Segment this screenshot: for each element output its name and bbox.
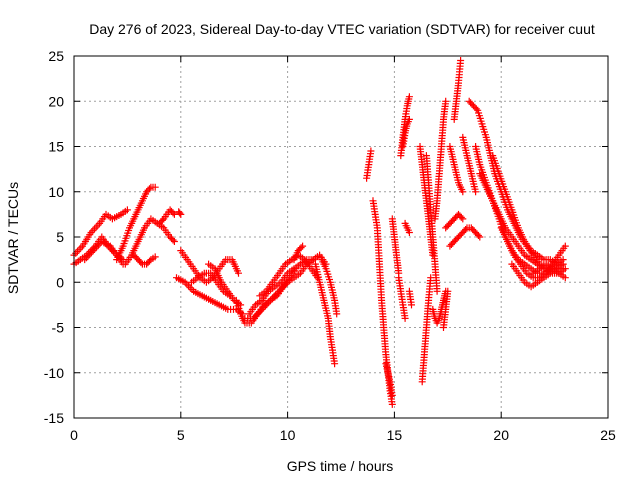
series-arc-6 (130, 251, 159, 268)
series-arc-32 (429, 287, 450, 327)
series-arc-30 (418, 274, 435, 386)
series-arc-20 (363, 147, 375, 182)
x-tick-label: 5 (177, 427, 185, 443)
series-arc-35 (442, 210, 467, 232)
point-markers (440, 287, 452, 331)
point-markers (130, 251, 159, 268)
point-markers (175, 208, 185, 218)
series-arc-15 (245, 251, 330, 318)
series-arc-8 (175, 208, 185, 218)
x-tick-label: 20 (493, 427, 509, 443)
point-markers (363, 147, 375, 182)
y-tick-label: 15 (48, 139, 64, 155)
y-tick-label: 20 (48, 93, 64, 109)
x-tick-label: 15 (387, 427, 403, 443)
y-tick-label: -15 (44, 410, 64, 426)
point-markers (450, 57, 465, 123)
series-arc-37 (450, 57, 465, 123)
series-arc-7 (155, 206, 178, 227)
series-arc-11 (188, 269, 234, 300)
x-tick-label: 10 (280, 427, 296, 443)
y-tick-label: 10 (48, 184, 64, 200)
point-markers (431, 97, 450, 223)
series-arc-39 (459, 133, 480, 196)
point-markers (290, 242, 307, 264)
point-markers (113, 183, 159, 264)
y-tick-label: -10 (44, 365, 64, 381)
series-arc-26 (399, 115, 413, 150)
point-markers (399, 115, 413, 150)
series-arc-28 (405, 287, 415, 309)
series-arc-46 (529, 260, 569, 282)
point-markers (446, 143, 467, 196)
series-arc-22 (382, 360, 396, 399)
series-arc-33 (431, 97, 450, 223)
point-markers (401, 219, 413, 236)
point-markers (173, 274, 247, 318)
x-axis-label: GPS time / hours (287, 458, 394, 474)
series-arc-36 (446, 143, 467, 196)
y-tick-label: 5 (56, 229, 64, 245)
series-arc-5 (121, 215, 178, 268)
point-markers (245, 251, 330, 318)
series-arc-9 (173, 274, 247, 318)
series-arc-17 (290, 242, 307, 264)
series-arc-38 (446, 224, 484, 250)
x-tick-label: 25 (600, 427, 616, 443)
series-arc-23 (388, 215, 403, 277)
point-markers (422, 152, 441, 295)
point-markers (382, 360, 396, 399)
point-markers (188, 269, 234, 300)
series-arc-34 (440, 287, 452, 331)
x-tick-label: 0 (70, 427, 78, 443)
series-arc-4 (113, 183, 159, 264)
series-arc-21 (369, 197, 396, 408)
series-arc-24 (395, 274, 409, 322)
series-arc-27 (401, 219, 413, 236)
tick-labels: 0 5 10 15 20 25 -15 -10 -5 0 5 10 15 20 25 (44, 48, 616, 443)
point-markers (318, 256, 341, 318)
point-markers (121, 215, 178, 268)
point-markers (395, 274, 409, 322)
y-axis-label: SDTVAR / TECUs (5, 182, 21, 294)
point-markers (429, 287, 450, 327)
chart-title: Day 276 of 2023, Sidereal Day-to-day VTE… (89, 21, 595, 37)
y-tick-label: 0 (56, 274, 64, 290)
series-arc-14 (241, 256, 317, 322)
y-tick-label: 25 (48, 48, 64, 64)
point-markers (446, 224, 484, 250)
series-arc-19 (318, 256, 341, 318)
point-markers (388, 215, 403, 277)
y-tick-label: -5 (52, 320, 65, 336)
point-markers (311, 260, 339, 368)
point-markers (241, 256, 317, 322)
point-markers (442, 210, 467, 232)
data-points (70, 57, 569, 408)
point-markers (405, 287, 415, 309)
point-markers (529, 260, 569, 282)
point-markers (155, 206, 178, 227)
series-arc-31 (422, 152, 441, 295)
point-markers (369, 197, 396, 408)
axis-ticks (73, 55, 609, 419)
point-markers (418, 274, 435, 386)
series-arc-18 (311, 260, 339, 368)
point-markers (459, 133, 480, 196)
